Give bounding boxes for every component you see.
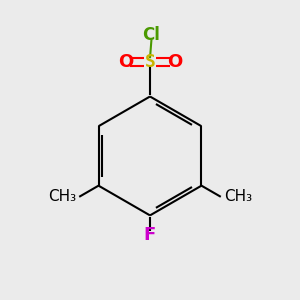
Text: F: F: [144, 226, 156, 244]
Text: O: O: [167, 53, 182, 71]
Text: S: S: [145, 53, 155, 71]
Text: CH₃: CH₃: [48, 189, 76, 204]
Text: CH₃: CH₃: [224, 189, 252, 204]
Text: O: O: [118, 53, 133, 71]
Text: Cl: Cl: [142, 26, 160, 44]
